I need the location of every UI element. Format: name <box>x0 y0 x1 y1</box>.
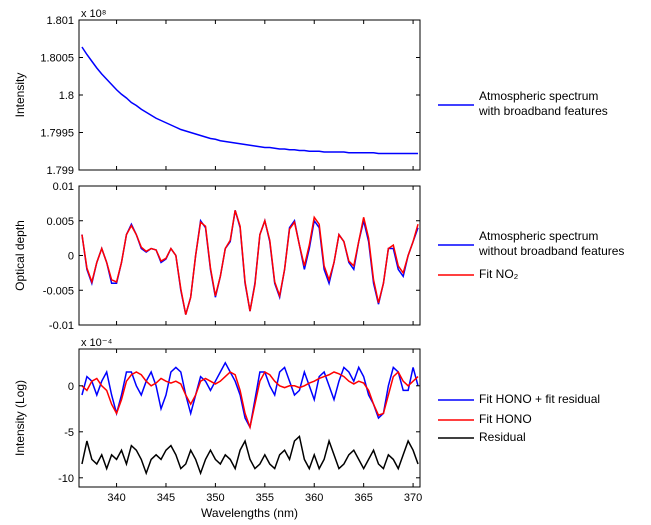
y-axis-label: Intensity <box>13 73 27 118</box>
x-tick-label: 365 <box>354 492 372 504</box>
y-tick-label: 1.799 <box>46 165 74 177</box>
series-line <box>81 370 419 430</box>
y-axis-label: Optical depth <box>13 220 27 291</box>
y-tick-label: -10 <box>58 473 74 485</box>
y-axis-label: Intensity (Log) <box>13 380 27 456</box>
x-tick-label: 360 <box>305 492 323 504</box>
plot-area <box>79 20 420 170</box>
legend-label: Fit HONO + fit residual <box>479 391 601 406</box>
x-tick-label: 340 <box>107 492 125 504</box>
series-line <box>81 46 419 155</box>
series-line <box>81 434 419 476</box>
x-tick-label: 350 <box>206 492 224 504</box>
y-tick-label: 1.7995 <box>40 128 74 140</box>
y-tick-label: 1.8005 <box>40 53 74 65</box>
legend-label: Residual <box>479 429 526 444</box>
legend-label: Atmospheric spectrum with broadband feat… <box>479 89 608 118</box>
plot-area <box>79 349 420 487</box>
plot-area <box>79 186 420 325</box>
x-tick-label: 355 <box>256 492 274 504</box>
y-tick-label: 1.801 <box>46 15 74 27</box>
y-tick-label: 0 <box>68 251 74 263</box>
legend-label: Fit HONO <box>479 411 532 426</box>
series-line <box>81 210 419 315</box>
legend-label: Atmospheric spectrum without broadband f… <box>479 229 625 258</box>
y-tick-label: 0.005 <box>46 216 74 228</box>
y-exponent-label: x 10⁸ <box>81 8 106 20</box>
x-axis-label: Wavelengths (nm) <box>201 506 298 520</box>
y-tick-label: -0.01 <box>49 320 74 332</box>
y-tick-label: 1.8 <box>59 90 74 102</box>
y-exponent-label: x 10⁻⁴ <box>81 337 113 349</box>
y-tick-label: -5 <box>64 427 74 439</box>
y-tick-label: 0 <box>68 381 74 393</box>
x-tick-label: 370 <box>404 492 422 504</box>
y-tick-label: -0.005 <box>43 285 74 297</box>
legend-label: Fit NO₂ <box>479 266 519 281</box>
axes-box <box>78 348 421 488</box>
y-tick-label: 0.01 <box>53 181 74 193</box>
x-tick-label: 345 <box>157 492 175 504</box>
